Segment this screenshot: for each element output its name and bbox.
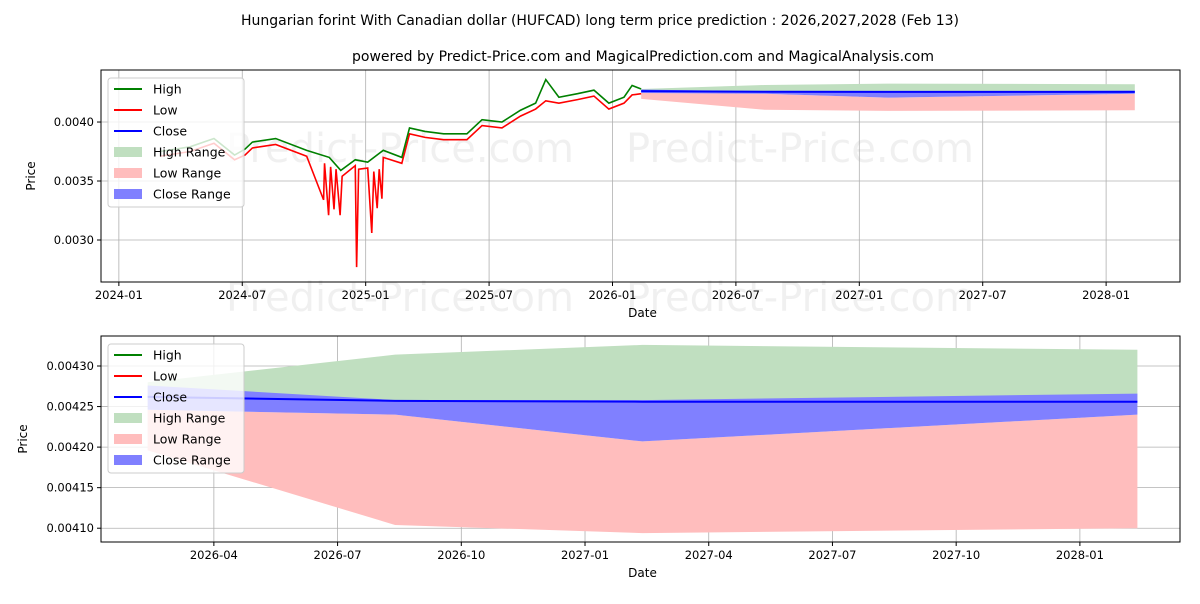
high-line	[159, 77, 642, 172]
x-tick-label: 2027-07	[959, 288, 1007, 302]
legend-swatch-low-range	[114, 168, 142, 178]
x-tick-label: 2026-07	[314, 548, 362, 562]
y-tick-label: 0.00430	[46, 359, 94, 373]
y-tick-label: 0.00425	[46, 400, 94, 414]
x-tick-label: 2026-07	[712, 288, 760, 302]
close-range-band	[147, 385, 1138, 442]
y-tick-label: 0.00415	[46, 481, 94, 495]
legend-label: High	[153, 82, 182, 97]
x-tick-label: 2025-07	[465, 288, 513, 302]
plot-area	[101, 336, 1180, 542]
legend-label: Close	[153, 124, 187, 139]
low-line	[159, 92, 642, 268]
legend-label: Close	[153, 390, 187, 405]
legend-label: Close Range	[153, 453, 231, 468]
high-range-band	[147, 344, 1138, 402]
x-tick-label: 2026-10	[437, 548, 485, 562]
x-tick-label: 2024-07	[218, 288, 266, 302]
chart-subtitle: powered by Predict-Price.com and Magical…	[352, 49, 934, 65]
legend-label: High Range	[153, 411, 226, 426]
watermark: Predict-Price.com	[626, 126, 974, 172]
x-tick-label: 2027-10	[932, 548, 980, 562]
axes-frame	[100, 69, 1181, 283]
y-tick-label: 0.00420	[46, 440, 94, 454]
watermark: Predict-Price.com	[226, 126, 574, 172]
x-tick-label: 2026-01	[588, 288, 636, 302]
bottom-chart-panel: Predict-Price.comPredict-Price.com2026-0…	[16, 335, 1181, 580]
legend-label: Low Range	[153, 166, 222, 181]
legend-swatch-low-range	[114, 434, 142, 444]
x-tick-label: 2026-04	[190, 548, 238, 562]
y-tick-label: 0.0035	[54, 174, 94, 188]
x-tick-label: 2027-04	[685, 548, 733, 562]
y-tick-label: 0.00410	[46, 521, 94, 535]
x-tick-label: 2027-07	[808, 548, 856, 562]
legend: High Low Close High Range Low Range Close Ran…	[107, 343, 245, 474]
y-axis-label: Price	[16, 424, 30, 453]
x-tick-label: 2028-01	[1056, 548, 1104, 562]
x-axis-label: Date	[628, 566, 657, 580]
y-tick-label: 0.0040	[54, 115, 94, 129]
watermark: Predict-Price.com	[626, 275, 974, 321]
x-tick-label: 2028-01	[1082, 288, 1130, 302]
legend: High Low Close High Range Low Range Close Ran…	[107, 77, 245, 208]
watermark: Predict-Price.com	[226, 275, 574, 321]
close-line	[147, 395, 1138, 403]
x-tick-label: 2024-01	[95, 288, 143, 302]
legend-label: High	[153, 348, 182, 363]
high-range-band	[641, 83, 1135, 92]
legend-label: Low Range	[153, 432, 222, 447]
x-tick-label: 2027-01	[561, 548, 609, 562]
legend-swatch-high-range	[114, 413, 142, 423]
low-range-band	[641, 93, 1135, 111]
x-tick-label: 2025-01	[342, 288, 390, 302]
legend-label: Close Range	[153, 187, 231, 202]
legend-swatch-close-range	[114, 455, 142, 465]
low-range-band	[147, 409, 1138, 534]
legend-label: Low	[153, 369, 178, 384]
close-line	[641, 90, 1135, 93]
y-tick-label: 0.0030	[54, 233, 94, 247]
legend-label: High Range	[153, 145, 226, 160]
legend-swatch-high-range	[114, 147, 142, 157]
x-tick-label: 2027-01	[835, 288, 883, 302]
y-axis-label: Price	[24, 161, 38, 190]
legend-label: Low	[153, 103, 178, 118]
plot-area	[101, 70, 1180, 282]
legend-swatch-close-range	[114, 189, 142, 199]
chart-title: Hungarian forint With Canadian dollar (H…	[241, 13, 959, 29]
x-axis-label: Date	[628, 306, 657, 320]
axes-frame	[100, 335, 1181, 543]
top-chart-panel: Predict-Price.com Predict-Price.com Predic…	[24, 69, 1181, 321]
